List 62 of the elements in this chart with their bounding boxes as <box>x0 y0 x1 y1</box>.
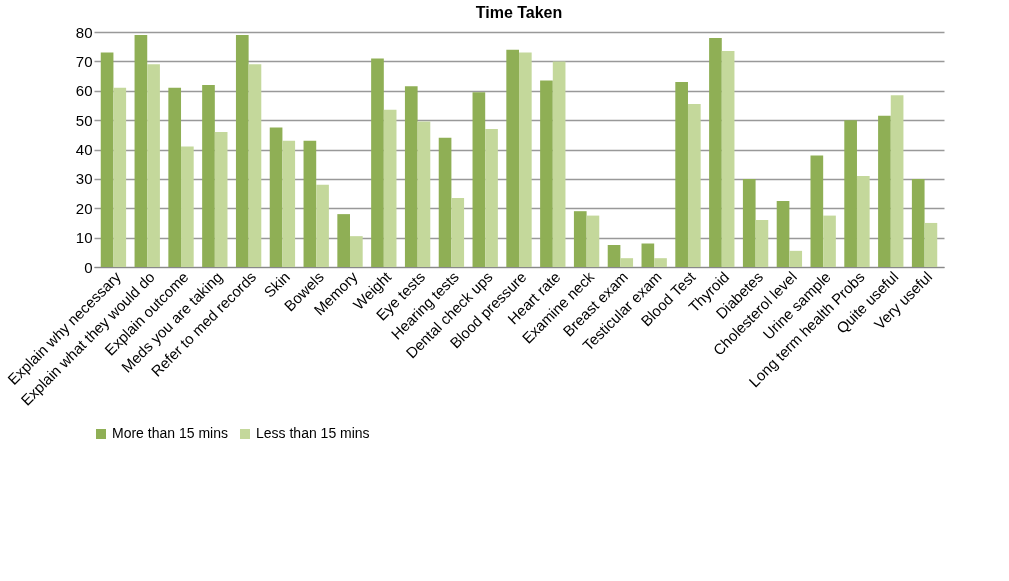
bar <box>134 34 148 267</box>
bar <box>181 146 194 267</box>
bar <box>113 87 127 267</box>
bar <box>742 178 756 267</box>
bar <box>168 87 182 267</box>
bar <box>282 140 296 267</box>
bar <box>417 121 431 267</box>
bar <box>214 131 228 267</box>
bar <box>810 155 824 267</box>
bar <box>269 127 283 267</box>
bar <box>248 64 262 267</box>
bar <box>924 222 938 267</box>
bar <box>383 109 397 267</box>
bar <box>451 197 465 267</box>
bar <box>755 220 769 267</box>
bar <box>654 258 667 267</box>
bar <box>856 175 870 267</box>
bar <box>316 184 329 267</box>
bar <box>878 115 891 267</box>
chart-title: Time Taken <box>475 4 563 21</box>
bar <box>337 214 351 267</box>
bar <box>776 200 790 267</box>
y-tick-label: 10 <box>75 229 93 247</box>
y-tick-label: 50 <box>75 111 93 129</box>
y-tick-label: 40 <box>75 141 93 158</box>
bar <box>844 120 857 267</box>
legend-label: Less than 15 mins <box>256 425 370 441</box>
legend-label: More than 15 mins <box>112 425 228 441</box>
bar <box>438 137 452 267</box>
bar <box>620 258 634 267</box>
bar <box>350 236 363 267</box>
bar <box>506 49 519 267</box>
bar <box>709 37 722 267</box>
y-tick-label: 30 <box>75 170 93 188</box>
bar <box>641 243 655 267</box>
y-tick-label: 60 <box>75 82 93 100</box>
bar <box>552 61 566 267</box>
bar <box>823 215 836 267</box>
bar <box>540 80 553 267</box>
bar <box>404 86 418 267</box>
bar <box>100 52 114 267</box>
y-tick-label: 80 <box>75 23 93 41</box>
bar <box>721 51 735 267</box>
y-tick-label: 70 <box>75 52 93 70</box>
bar <box>675 81 688 267</box>
bar <box>586 215 600 267</box>
bar <box>607 244 621 267</box>
y-tick-label: 0 <box>84 258 93 276</box>
bar <box>573 211 587 267</box>
bar <box>485 128 498 267</box>
bar <box>472 92 486 267</box>
bar <box>789 250 803 267</box>
bar <box>371 58 384 267</box>
bar <box>303 140 317 267</box>
bar <box>911 178 925 267</box>
bar <box>687 103 701 267</box>
bar <box>519 52 532 267</box>
y-tick-label: 20 <box>75 199 93 217</box>
bar <box>202 84 215 267</box>
bar <box>890 95 904 267</box>
bar <box>235 34 249 267</box>
bar <box>147 64 160 267</box>
